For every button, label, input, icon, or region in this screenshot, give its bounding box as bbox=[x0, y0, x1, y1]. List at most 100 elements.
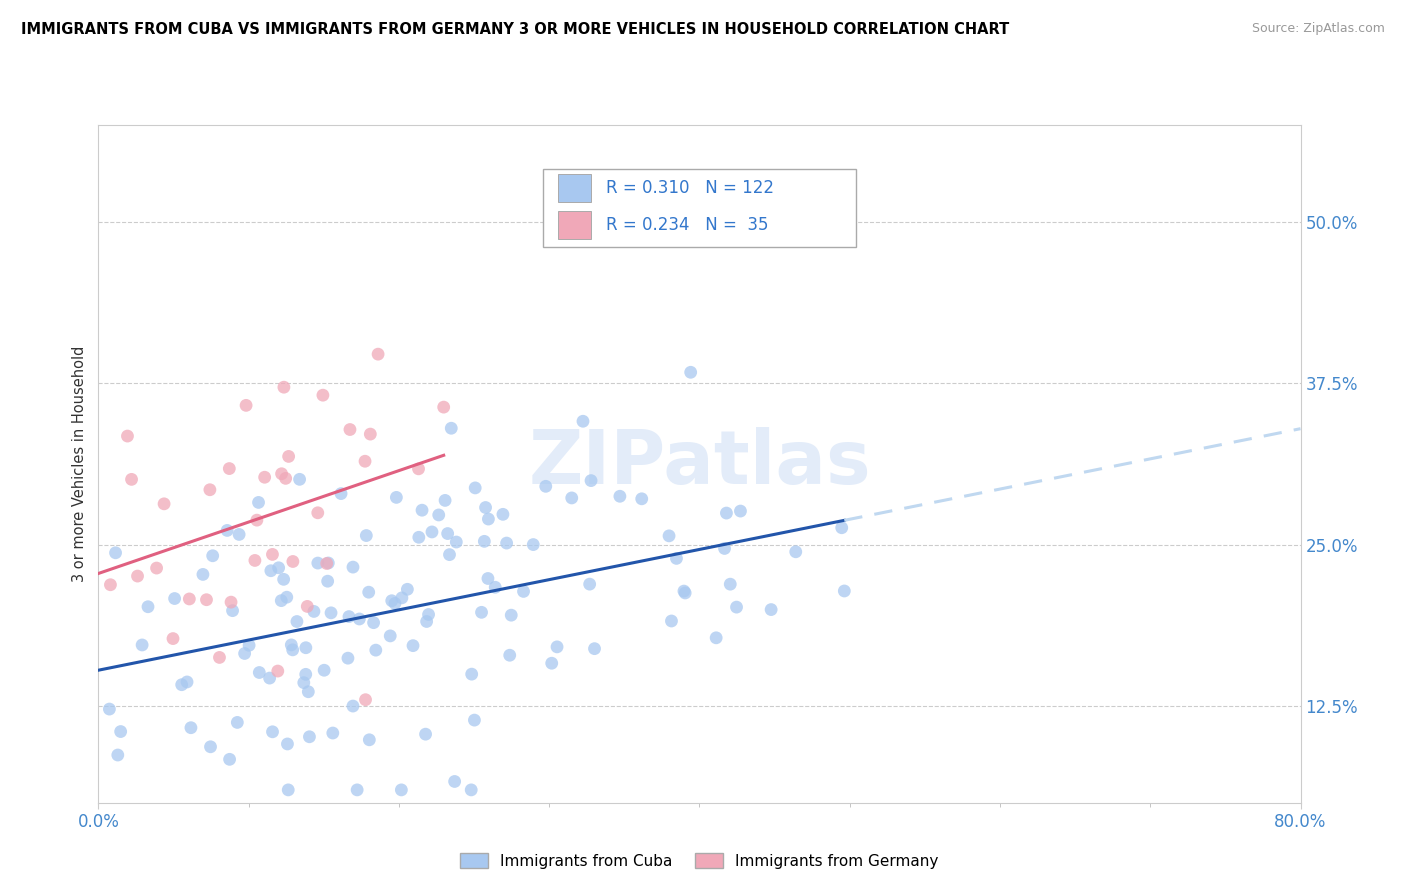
Point bbox=[713, 541, 735, 556]
Point bbox=[318, 556, 340, 570]
Point bbox=[145, 561, 167, 575]
Point bbox=[273, 572, 295, 586]
Point bbox=[201, 549, 224, 563]
Point bbox=[630, 491, 652, 506]
Point bbox=[238, 638, 260, 652]
Point bbox=[336, 651, 359, 665]
Point bbox=[259, 671, 281, 685]
Point bbox=[342, 560, 364, 574]
Point bbox=[499, 648, 522, 663]
Point bbox=[226, 715, 249, 730]
Point bbox=[100, 578, 122, 592]
Point bbox=[297, 599, 319, 614]
Point bbox=[314, 663, 336, 677]
Point bbox=[298, 730, 321, 744]
Point bbox=[501, 608, 523, 623]
Point bbox=[460, 783, 482, 797]
Point bbox=[534, 479, 557, 493]
Point bbox=[163, 591, 186, 606]
Text: IMMIGRANTS FROM CUBA VS IMMIGRANTS FROM GERMANY 3 OR MORE VEHICLES IN HOUSEHOLD : IMMIGRANTS FROM CUBA VS IMMIGRANTS FROM … bbox=[21, 22, 1010, 37]
Point bbox=[433, 400, 456, 414]
Point bbox=[110, 724, 132, 739]
Point bbox=[281, 643, 304, 657]
Point bbox=[673, 586, 696, 600]
Point bbox=[288, 472, 311, 486]
Point bbox=[391, 591, 413, 605]
Point bbox=[247, 665, 270, 680]
Point bbox=[121, 472, 143, 486]
Point bbox=[443, 774, 465, 789]
Point bbox=[280, 638, 302, 652]
Point bbox=[98, 702, 121, 716]
Bar bbox=[558, 174, 592, 202]
Text: R = 0.310   N = 122: R = 0.310 N = 122 bbox=[606, 179, 773, 197]
Point bbox=[470, 605, 492, 619]
Point bbox=[672, 584, 695, 599]
Point bbox=[297, 684, 319, 698]
Point bbox=[522, 538, 544, 552]
Point bbox=[356, 528, 378, 542]
Point bbox=[274, 471, 297, 485]
Point bbox=[295, 640, 318, 655]
Point bbox=[474, 500, 496, 515]
Point bbox=[233, 647, 256, 661]
Point bbox=[136, 599, 159, 614]
Point bbox=[260, 564, 283, 578]
Point bbox=[440, 421, 463, 435]
Point bbox=[179, 591, 201, 606]
Point bbox=[247, 495, 270, 509]
Point bbox=[389, 783, 412, 797]
Point bbox=[381, 593, 404, 607]
Point bbox=[583, 641, 606, 656]
Point bbox=[730, 504, 752, 518]
Point bbox=[302, 604, 325, 618]
Point bbox=[385, 491, 408, 505]
Point bbox=[218, 461, 240, 475]
Point bbox=[434, 493, 457, 508]
Point bbox=[276, 591, 298, 605]
Point bbox=[277, 783, 299, 797]
Point bbox=[307, 556, 329, 570]
Point bbox=[153, 497, 176, 511]
Point bbox=[540, 657, 562, 671]
Point bbox=[492, 508, 515, 522]
Point bbox=[359, 732, 381, 747]
Point bbox=[235, 398, 257, 412]
Point bbox=[578, 577, 600, 591]
Point bbox=[315, 557, 337, 571]
Point bbox=[402, 639, 425, 653]
Point bbox=[367, 347, 389, 361]
Point bbox=[472, 534, 495, 549]
Point bbox=[246, 513, 269, 527]
Legend: Immigrants from Cuba, Immigrants from Germany: Immigrants from Cuba, Immigrants from Ge… bbox=[456, 848, 943, 873]
Point bbox=[191, 567, 214, 582]
Point bbox=[281, 554, 304, 568]
Text: R = 0.234   N =  35: R = 0.234 N = 35 bbox=[606, 216, 768, 234]
Point bbox=[396, 582, 419, 597]
Point bbox=[460, 667, 482, 681]
Point bbox=[285, 615, 308, 629]
Point bbox=[292, 675, 315, 690]
Point bbox=[572, 414, 595, 428]
Point bbox=[117, 429, 139, 443]
Point bbox=[195, 592, 218, 607]
Point bbox=[427, 508, 450, 522]
Point bbox=[363, 615, 385, 630]
Point bbox=[349, 612, 371, 626]
Point bbox=[337, 609, 360, 624]
Point bbox=[546, 640, 568, 654]
Point bbox=[418, 607, 440, 622]
Point bbox=[270, 593, 292, 607]
Point bbox=[446, 535, 468, 549]
Point bbox=[107, 747, 129, 762]
Point bbox=[725, 600, 748, 615]
Point bbox=[384, 596, 406, 610]
Point bbox=[354, 692, 377, 706]
Point bbox=[322, 726, 344, 740]
Point bbox=[415, 727, 437, 741]
Point bbox=[359, 427, 381, 442]
Point bbox=[312, 388, 335, 402]
Point bbox=[208, 650, 231, 665]
Point bbox=[346, 783, 368, 797]
Point bbox=[176, 675, 198, 690]
